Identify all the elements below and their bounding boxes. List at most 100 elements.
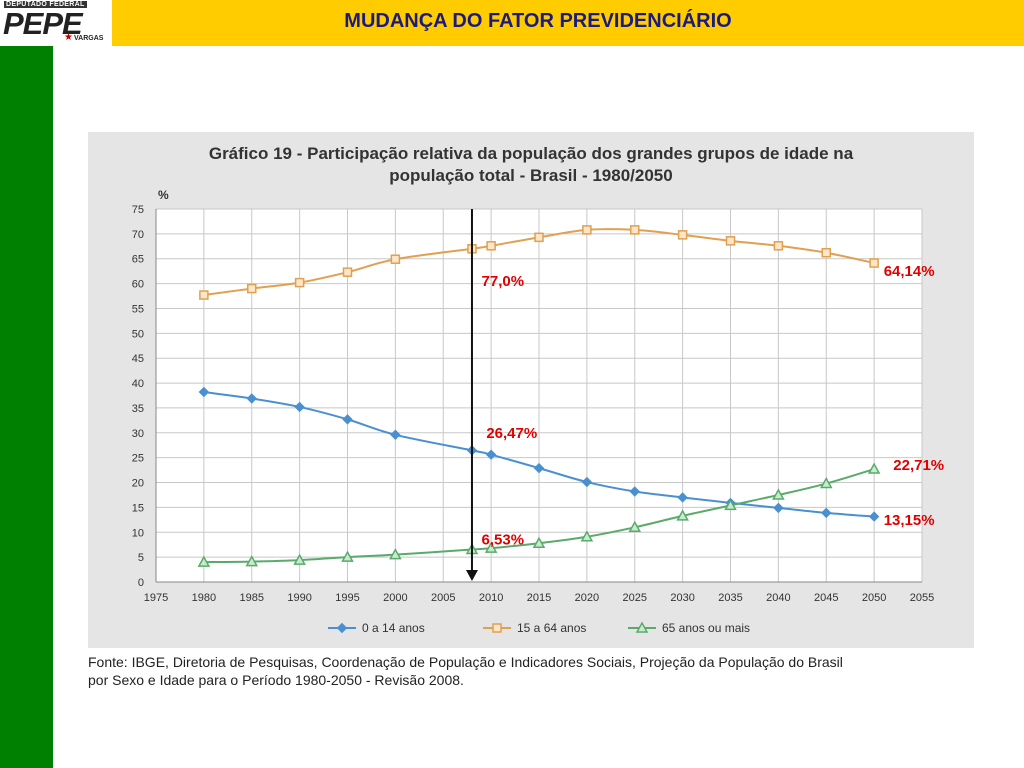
data-point xyxy=(773,241,784,251)
x-tick-label: 2035 xyxy=(718,592,742,604)
data-point xyxy=(342,414,353,425)
grid xyxy=(155,208,923,583)
annotation-label: 6,53% xyxy=(482,532,525,549)
source-line1: Fonte: IBGE, Diretoria de Pesquisas, Coo… xyxy=(88,654,843,670)
data-point xyxy=(534,232,544,243)
data-point xyxy=(725,236,736,246)
side-bar xyxy=(0,46,53,768)
star-icon: ★ xyxy=(64,32,73,43)
y-tick-label: 50 xyxy=(132,328,144,340)
annotation-label: 26,47% xyxy=(486,425,537,442)
x-tick-label: 2045 xyxy=(814,592,838,604)
chart-title-line1: Gráfico 19 - Participação relativa da po… xyxy=(208,144,854,163)
page-title: MUDANÇA DO FATOR PREVIDENCIÁRIO xyxy=(344,10,732,32)
x-tick-label: 2040 xyxy=(766,592,790,604)
legend: 0 a 14 anos 15 a 64 anos 65 anos ou mais xyxy=(328,621,750,635)
y-tick-label: 20 xyxy=(132,478,144,490)
y-tick-label: 40 xyxy=(132,378,144,390)
legend-marker xyxy=(336,622,348,634)
data-point xyxy=(485,449,497,460)
series-layer xyxy=(197,225,881,567)
data-point xyxy=(630,225,640,235)
y-tick-label: 0 xyxy=(138,577,144,589)
data-point xyxy=(821,248,831,258)
data-point xyxy=(533,462,545,474)
header-bar: DEPUTADO FEDERAL PEPE ★ VARGAS MUDANÇA D… xyxy=(0,0,1024,46)
x-tick-label: 2015 xyxy=(527,592,551,604)
y-tick-label: 5 xyxy=(138,552,144,564)
logo-line1: DEPUTADO FEDERAL xyxy=(4,1,87,8)
series-1 xyxy=(199,225,879,300)
data-point xyxy=(199,290,209,300)
x-tick-label: 2020 xyxy=(575,592,599,604)
data-point xyxy=(486,241,496,251)
y-tick-label: 15 xyxy=(132,502,144,514)
data-point xyxy=(821,507,832,519)
data-point xyxy=(198,386,210,398)
data-point xyxy=(342,267,353,277)
legend-marker xyxy=(635,621,649,633)
logo-name: PEPE xyxy=(3,6,83,41)
data-point xyxy=(677,492,688,503)
y-tick-label: 55 xyxy=(132,303,144,315)
data-point xyxy=(532,536,546,548)
legend-item: 65 anos ou mais xyxy=(628,621,750,635)
data-point xyxy=(294,277,305,288)
annotation-label: 13,15% xyxy=(884,512,935,529)
y-tick-label: 65 xyxy=(132,254,144,266)
series-2 xyxy=(197,462,881,567)
x-tick-label: 1985 xyxy=(240,592,264,604)
legend-label: 0 a 14 anos xyxy=(362,621,425,635)
x-tick-label: 2005 xyxy=(431,592,455,604)
y-tick-label: 35 xyxy=(132,403,144,415)
y-tick-label: 30 xyxy=(132,428,144,440)
x-tick-label: 1995 xyxy=(335,592,359,604)
data-point xyxy=(724,498,737,511)
x-tick-label: 1975 xyxy=(144,592,168,604)
x-tick-label: 2010 xyxy=(479,592,503,604)
reference-arrowhead xyxy=(465,570,478,581)
y-tick-label: 10 xyxy=(132,527,144,539)
chart-title-line2: população total - Brasil - 1980/2050 xyxy=(389,166,673,185)
x-tick-label: 2025 xyxy=(623,592,647,604)
source-line2: por Sexo e Idade para o Período 1980-205… xyxy=(88,672,464,688)
data-point xyxy=(293,553,306,565)
y-tick-label: 70 xyxy=(132,229,144,241)
data-point xyxy=(581,476,593,488)
annotation-label: 22,71% xyxy=(893,457,944,474)
data-point xyxy=(294,401,305,413)
x-tick-label: 2055 xyxy=(910,592,934,604)
data-point xyxy=(582,225,592,235)
data-point xyxy=(341,550,354,562)
data-point xyxy=(868,511,880,522)
data-point xyxy=(245,555,259,567)
y-tick-label: 25 xyxy=(132,453,144,465)
y-tick-label: 60 xyxy=(132,279,144,291)
data-point xyxy=(819,476,833,489)
legend-label: 15 a 64 anos xyxy=(517,621,586,635)
y-tick-label: 75 xyxy=(132,204,144,216)
data-point xyxy=(867,462,881,474)
x-tick-label: 1980 xyxy=(192,592,216,604)
data-point xyxy=(869,258,879,268)
data-point xyxy=(628,520,642,533)
logo: DEPUTADO FEDERAL PEPE ★ VARGAS xyxy=(0,0,112,46)
data-point xyxy=(677,230,688,240)
legend-label: 65 anos ou mais xyxy=(662,621,750,635)
x-tick-label: 1990 xyxy=(287,592,311,604)
data-point xyxy=(390,254,401,264)
data-point xyxy=(772,488,785,500)
x-tick-label: 2000 xyxy=(383,592,407,604)
annotations: 77,0% 64,14% 26,47% 22,71% 13,15% 6,53% xyxy=(465,209,944,581)
annotation-label: 77,0% xyxy=(482,273,525,290)
data-point xyxy=(246,393,257,404)
annotation-label: 64,14% xyxy=(884,263,935,280)
data-point xyxy=(580,530,594,542)
source-note: Fonte: IBGE, Diretoria de Pesquisas, Coo… xyxy=(88,653,988,689)
data-point xyxy=(197,555,211,567)
data-point xyxy=(484,541,498,553)
x-tick-label: 2050 xyxy=(862,592,886,604)
y-tick-label: 45 xyxy=(132,353,144,365)
data-point xyxy=(629,486,640,497)
